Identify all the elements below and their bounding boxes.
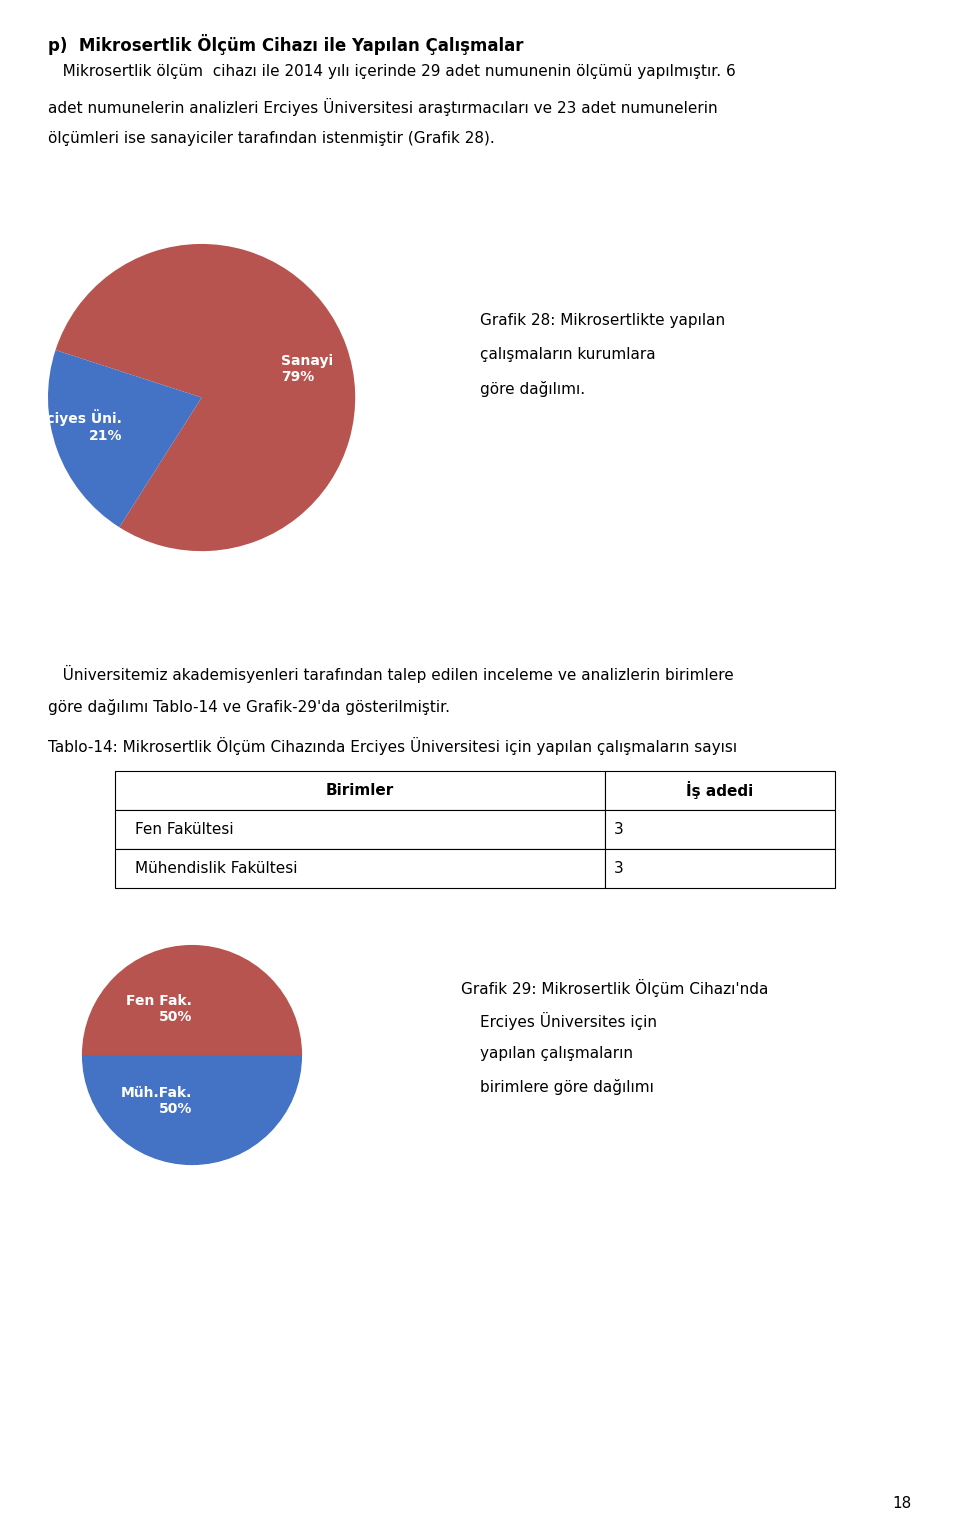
Wedge shape: [82, 1055, 302, 1165]
Text: Grafik 28: Mikrosertlikte yapılan: Grafik 28: Mikrosertlikte yapılan: [480, 313, 725, 329]
Text: ölçümleri ise sanayiciler tarafından istenmiştir (Grafik 28).: ölçümleri ise sanayiciler tarafından ist…: [48, 131, 494, 147]
Text: göre dağılımı.: göre dağılımı.: [480, 381, 586, 396]
Wedge shape: [82, 945, 302, 1055]
Text: yapılan çalışmaların: yapılan çalışmaların: [480, 1046, 633, 1061]
Wedge shape: [48, 350, 202, 528]
Text: Fen Fak.
50%: Fen Fak. 50%: [126, 994, 192, 1024]
Text: 18: 18: [893, 1495, 912, 1511]
Text: adet numunelerin analizleri Erciyes Üniversitesi araştırmacıları ve 23 adet numu: adet numunelerin analizleri Erciyes Üniv…: [48, 98, 718, 116]
Text: Sanayi
79%: Sanayi 79%: [281, 353, 333, 384]
Text: çalışmaların kurumlara: çalışmaların kurumlara: [480, 347, 656, 362]
Text: Grafik 29: Mikrosertlik Ölçüm Cihazı'nda: Grafik 29: Mikrosertlik Ölçüm Cihazı'nda: [461, 979, 768, 997]
Text: p)  Mikrosertlik Ölçüm Cihazı ile Yapılan Çalışmalar: p) Mikrosertlik Ölçüm Cihazı ile Yapılan…: [48, 34, 523, 55]
Text: birimlere göre dağılımı: birimlere göre dağılımı: [480, 1079, 654, 1095]
Text: Mikrosertlik ölçüm  cihazı ile 2014 yılı içerinde 29 adet numunenin ölçümü yapıl: Mikrosertlik ölçüm cihazı ile 2014 yılı …: [48, 64, 735, 80]
Text: göre dağılımı Tablo-14 ve Grafik-29'da gösterilmiştir.: göre dağılımı Tablo-14 ve Grafik-29'da g…: [48, 699, 450, 714]
Text: Erciyes Üniversites için: Erciyes Üniversites için: [480, 1012, 657, 1031]
Text: Tablo-14: Mikrosertlik Ölçüm Cihazında Erciyes Üniversitesi için yapılan çalışma: Tablo-14: Mikrosertlik Ölçüm Cihazında E…: [48, 737, 737, 755]
Text: Erciyes Üni.
21%: Erciyes Üni. 21%: [30, 410, 122, 443]
Text: Üniversitemiz akademisyenleri tarafından talep edilen inceleme ve analizlerin bi: Üniversitemiz akademisyenleri tarafından…: [48, 665, 733, 683]
Text: Müh.Fak.
50%: Müh.Fak. 50%: [121, 1086, 192, 1116]
Wedge shape: [56, 245, 355, 550]
